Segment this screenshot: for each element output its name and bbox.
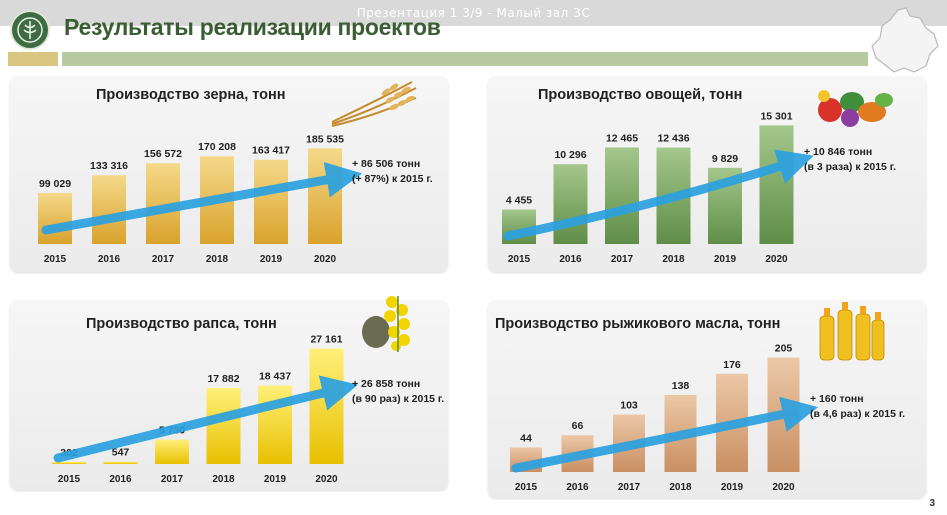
grain-year-label: 2019	[260, 254, 283, 265]
grain-value-label: 156 572	[144, 148, 182, 160]
vegetables-icon	[818, 90, 893, 127]
page-number: 3	[929, 498, 935, 509]
rapeseed-value-label: 27 161	[310, 334, 342, 346]
vegetables-year-label: 2016	[559, 254, 582, 265]
rapeseed-year-label: 2019	[264, 474, 287, 485]
grain-bar-2016	[92, 175, 126, 244]
camelina-oil-value-label: 176	[723, 359, 741, 371]
grain-value-label: 185 535	[306, 133, 344, 145]
vegetables-note-line-2: (в 3 раза) к 2015 г.	[804, 161, 897, 173]
rapeseed-bar-2016	[103, 461, 138, 464]
grain-year-label: 2020	[314, 254, 337, 265]
title-underline-left	[8, 52, 58, 66]
grain-year-label: 2015	[44, 254, 67, 265]
rapeseed-bar-2015	[52, 462, 86, 464]
vegetables-value-label: 9 829	[712, 153, 738, 165]
vegetables-note-line-1: + 10 846 тонн	[804, 146, 873, 158]
rapeseed-year-label: 2015	[58, 474, 81, 485]
vegetables-value-label: 15 301	[760, 110, 792, 122]
region-map-icon	[871, 7, 939, 73]
rapeseed-chart-title: Производство рапса, тонн	[86, 316, 277, 332]
camelina-oil-value-label: 66	[572, 420, 584, 432]
camelina-oil-value-label: 44	[520, 432, 532, 444]
rapeseed-trend-arrow	[53, 375, 359, 463]
camelina-oil-growth-note: + 160 тонн (в 4,6 раз) к 2015 г.	[810, 392, 905, 422]
vegetables-chart-title: Производство овощей, тонн	[538, 87, 743, 103]
rapeseed-note-line-2: (в 90 раз) к 2015 г.	[352, 393, 445, 405]
grain-year-label: 2018	[206, 254, 229, 265]
presentation-caption-bar: Презентация 1 3/9 - Малый зал ЗС	[0, 0, 947, 26]
rapeseed-value-label: 18 437	[259, 371, 291, 383]
grain-bar-2019	[254, 159, 288, 244]
emblem-logo-icon	[10, 10, 50, 50]
camelina-oil-chart-panel	[488, 300, 926, 498]
vegetables-bar-2020	[759, 125, 794, 244]
camelina-oil-note-line-2: (в 4,6 раз) к 2015 г.	[810, 408, 906, 420]
oil-bottles-icon	[819, 302, 885, 361]
camelina-oil-year-label: 2018	[669, 482, 692, 493]
vegetables-bar-2016	[553, 164, 588, 244]
camelina-oil-year-label: 2016	[566, 482, 589, 493]
rapeseed-bar-2017	[155, 439, 189, 464]
camelina-oil-year-label: 2015	[515, 482, 538, 493]
grain-value-label: 99 029	[39, 178, 71, 190]
vegetables-year-label: 2018	[662, 254, 685, 265]
grain-year-label: 2017	[152, 254, 175, 265]
camelina-oil-value-label: 138	[672, 380, 690, 392]
grain-value-label: 133 316	[90, 160, 128, 172]
camelina-oil-year-label: 2019	[721, 482, 744, 493]
rapeseed-note-line-1: + 26 858 тонн	[352, 378, 421, 390]
rapeseed-year-label: 2016	[109, 474, 132, 485]
vegetables-year-label: 2015	[508, 254, 531, 265]
presentation-caption: Презентация 1 3/9 - Малый зал ЗС	[356, 6, 591, 20]
grain-note-line-1: + 86 506 тонн	[352, 158, 421, 170]
grain-value-label: 170 208	[198, 141, 236, 153]
camelina-oil-year-label: 2020	[772, 482, 795, 493]
page-title: Результаты реализации проектов	[64, 14, 441, 40]
grain-bar-2015	[38, 192, 72, 244]
rapeseed-growth-note: + 26 858 тонн (в 90 раз) к 2015 г.	[352, 377, 444, 407]
vegetables-year-label: 2019	[714, 254, 737, 265]
vegetables-year-label: 2017	[611, 254, 634, 265]
camelina-oil-year-label: 2017	[618, 482, 641, 493]
vegetables-growth-note: + 10 846 тонн (в 3 раза) к 2015 г.	[804, 145, 896, 175]
vegetables-value-label: 12 465	[606, 132, 638, 144]
vegetables-trend-arrow	[503, 149, 814, 241]
rapeseed-year-label: 2018	[212, 474, 235, 485]
vegetables-value-label: 12 436	[657, 133, 689, 145]
rapeseed-bar-2018	[206, 388, 241, 464]
grain-trend-arrow	[41, 161, 363, 235]
grain-growth-note: + 86 506 тонн (+ 87%) к 2015 г.	[352, 157, 433, 187]
wheat-icon	[331, 81, 417, 127]
vegetables-value-label: 4 455	[506, 194, 532, 206]
grain-note-line-2: (+ 87%) к 2015 г.	[352, 173, 433, 185]
rapeseed-icon	[362, 296, 410, 352]
rapeseed-value-label: 547	[112, 447, 130, 459]
vegetables-value-label: 10 296	[554, 149, 586, 161]
camelina-oil-value-label: 103	[620, 400, 638, 412]
rapeseed-year-label: 2017	[161, 474, 184, 485]
title-underline-right	[62, 52, 868, 66]
camelina-oil-chart-title: Производство рыжикового масла, тонн	[495, 316, 781, 332]
rapeseed-year-label: 2020	[315, 474, 338, 485]
camelina-oil-trend-arrow	[511, 396, 819, 473]
grain-year-label: 2016	[98, 254, 121, 265]
camelina-oil-value-label: 205	[775, 343, 793, 355]
rapeseed-value-label: 17 882	[207, 373, 239, 385]
vegetables-bar-2017	[605, 147, 639, 244]
grain-value-label: 163 417	[252, 145, 290, 157]
vegetables-year-label: 2020	[765, 254, 788, 265]
camelina-oil-note-line-1: + 160 тонн	[810, 393, 864, 405]
grain-chart-title: Производство зерна, тонн	[96, 87, 286, 103]
